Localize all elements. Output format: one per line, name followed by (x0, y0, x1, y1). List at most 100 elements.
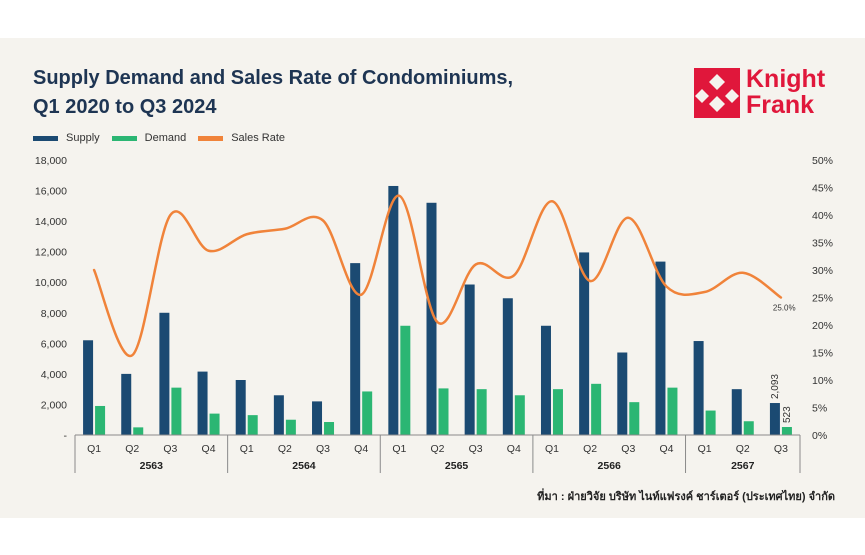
supply-bar (617, 352, 628, 435)
legend-label-supply: Supply (66, 132, 100, 144)
demand-bar (781, 427, 792, 435)
supply-bar (502, 298, 513, 435)
demand-bar (209, 413, 220, 435)
y-right-tick-label: 35% (812, 238, 833, 250)
y-right-tick-label: 5% (812, 403, 827, 415)
supply-bar (693, 341, 704, 435)
legend-item-demand: Demand (111, 132, 187, 144)
year-group-label: 2565 (445, 460, 469, 472)
supply-bar (579, 252, 590, 435)
demand-bar (324, 422, 335, 435)
supply-bar (464, 284, 475, 435)
supply-bar (273, 395, 284, 435)
supply-bar (121, 373, 132, 435)
x-tick-label: Q4 (507, 443, 521, 455)
x-tick-label: Q2 (125, 443, 139, 455)
demand-bar (171, 387, 182, 435)
y-left-tick-label: 18,000 (35, 155, 67, 167)
supply-bar (83, 340, 94, 435)
supply-bar (769, 403, 780, 435)
supply-bar (655, 261, 666, 435)
chart-title-line-2: Q1 2020 to Q3 2024 (33, 96, 217, 118)
demand-data-label: 523 (782, 406, 793, 423)
sales-rate-line (92, 194, 783, 357)
x-tick-label: Q3 (774, 443, 788, 455)
legend-item-sales-rate: Sales Rate (198, 132, 285, 144)
demand-bar (743, 421, 754, 435)
y-right-tick-label: 0% (812, 430, 827, 442)
supply-bar (312, 401, 323, 435)
source-note: ที่มา : ฝ่ายวิจัย บริษัท ไนท์แฟรงค์ ชาร์… (537, 491, 835, 503)
x-tick-label: Q1 (87, 443, 101, 455)
y-right-tick-label: 25% (812, 293, 833, 305)
supply-bar (197, 371, 208, 435)
year-group-label: 2564 (292, 460, 316, 472)
legend-swatch-supply (33, 135, 58, 141)
legend-swatch-sales-rate (198, 135, 224, 141)
y-left-tick-label: 2,000 (41, 399, 67, 411)
demand-bar (705, 410, 716, 435)
demand-bar (400, 325, 411, 435)
y-right-tick-label: 45% (812, 183, 833, 195)
supply-bar (540, 325, 551, 435)
supply-bar (731, 389, 742, 435)
demand-bar (514, 395, 525, 435)
x-tick-label: Q1 (392, 443, 406, 455)
x-tick-label: Q1 (698, 443, 712, 455)
demand-bar (247, 415, 258, 435)
knight-frank-logo: Knight Frank (694, 66, 834, 126)
x-tick-label: Q2 (736, 443, 750, 455)
chart-card: Supply Demand and Sales Rate of Condomin… (0, 38, 865, 518)
chart-plot: - 2,000 4,000 6,000 8,000 10,000 12,000 14,000 1… (35, 155, 833, 473)
y-right-tick-label: 50% (812, 155, 833, 167)
logo-line-2: Frank (746, 91, 815, 119)
y-left-tick-label: 8,000 (41, 308, 67, 320)
demand-bar (438, 388, 449, 435)
chart-title: Supply Demand and Sales Rate of Condomin… (33, 64, 513, 122)
demand-bar (362, 391, 373, 435)
logo-wordmark: Knight Frank (746, 66, 825, 118)
x-tick-label: Q4 (202, 443, 216, 455)
logo-mark-icon (694, 68, 740, 118)
supply-bar (159, 312, 170, 435)
legend-label-sales-rate: Sales Rate (231, 132, 286, 144)
y-left-tick-label: 6,000 (41, 338, 67, 350)
demand-bar (629, 402, 640, 435)
demand-bar (476, 389, 487, 435)
y-right-tick-label: 20% (812, 320, 833, 332)
y-right-tick-label: 40% (812, 210, 833, 222)
legend-label-demand: Demand (144, 132, 187, 144)
demand-bar (667, 387, 678, 435)
x-tick-label: Q3 (621, 443, 635, 455)
x-tick-label: Q4 (354, 443, 368, 455)
y-right-tick-label: 30% (812, 265, 833, 277)
y-right-tick-label: 15% (812, 348, 833, 360)
supply-bar (426, 202, 437, 435)
chart-legend: Supply Demand Sales Rate (33, 132, 285, 144)
logo-line-1: Knight (746, 65, 826, 93)
chart-title-line-1: Supply Demand and Sales Rate of Condomin… (33, 67, 514, 89)
supply-bar (350, 263, 361, 435)
supply-bar (388, 185, 399, 435)
y-left-tick-label: 10,000 (35, 277, 67, 289)
y-left-tick-label: - (64, 430, 68, 442)
year-group-label: 2563 (140, 460, 164, 472)
demand-bar (552, 389, 563, 435)
x-tick-label: Q4 (659, 443, 673, 455)
demand-bar (95, 405, 106, 435)
y-right-tick-label: 10% (812, 375, 833, 387)
x-tick-label: Q3 (316, 443, 330, 455)
y-left-tick-label: 12,000 (35, 247, 67, 259)
x-tick-label: Q2 (583, 443, 597, 455)
x-tick-label: Q2 (430, 443, 444, 455)
y-left-tick-label: 14,000 (35, 216, 67, 228)
year-group-label: 2567 (731, 460, 755, 472)
supply-bar (235, 380, 246, 435)
supply-data-label: 2,093 (770, 374, 781, 399)
x-tick-label: Q1 (545, 443, 559, 455)
x-tick-label: Q2 (278, 443, 292, 455)
demand-bar (591, 383, 602, 435)
x-tick-label: Q3 (469, 443, 483, 455)
sales-rate-data-label: 25.0% (773, 304, 796, 313)
y-left-tick-label: 4,000 (41, 369, 67, 381)
